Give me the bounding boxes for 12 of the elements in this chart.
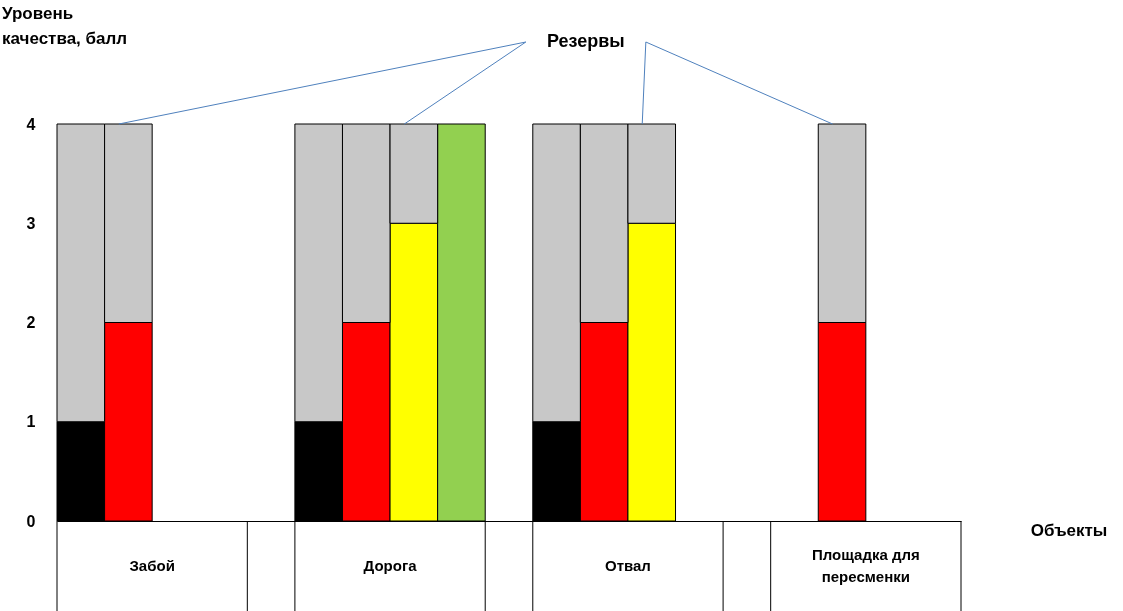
y-tick-label: 3 xyxy=(26,214,36,232)
y-axis-title: Уровень качества, балл xyxy=(2,4,128,48)
text: Дорога xyxy=(363,557,418,574)
text: Площадка для пересменки xyxy=(811,546,920,585)
y-tick-label: 0 xyxy=(26,512,36,530)
y-tick-label: 1 xyxy=(26,413,36,431)
text: Забой xyxy=(129,557,175,574)
text: Отвал xyxy=(604,557,651,574)
y-tick-label: 2 xyxy=(26,314,36,331)
y-tick-label: 4 xyxy=(26,115,36,133)
x-axis-title: Объекты xyxy=(1030,521,1108,540)
text: Резервы xyxy=(546,31,625,51)
